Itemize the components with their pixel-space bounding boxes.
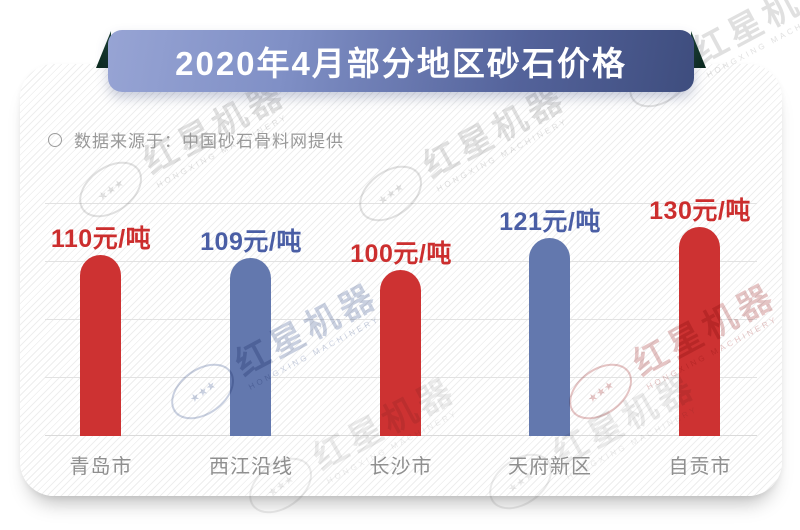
data-source-label: 数据来源于：中国砂石骨料网提供 (74, 132, 344, 151)
category-label-zigong: 自贡市 (668, 456, 732, 478)
category-label-tianfu: 天府新区 (508, 456, 592, 478)
bar-xijiang (230, 258, 271, 436)
value-label-zigong: 130元/吨 (649, 197, 751, 225)
circle-bullet-icon (48, 132, 62, 147)
data-source-row: 数据来源于：中国砂石骨料网提供 (48, 127, 344, 152)
title-banner: 2020年4月部分地区砂石价格 (108, 30, 694, 92)
gridline (45, 261, 757, 262)
bar-zigong (679, 227, 720, 436)
value-label-qingdao: 110元/吨 (50, 225, 152, 253)
value-label-tianfu: 121元/吨 (499, 208, 601, 236)
bar-changsha (380, 270, 421, 436)
value-label-changsha: 100元/吨 (350, 240, 452, 268)
category-label-xijiang: 西江沿线 (209, 456, 293, 478)
category-label-qingdao: 青岛市 (69, 456, 133, 478)
value-label-xijiang: 109元/吨 (200, 228, 302, 256)
category-label-changsha: 长沙市 (369, 456, 433, 478)
bar-qingdao (80, 255, 121, 436)
page-title: 2020年4月部分地区砂石价格 (175, 45, 627, 82)
gridline (45, 203, 757, 204)
bar-tianfu (529, 238, 570, 436)
